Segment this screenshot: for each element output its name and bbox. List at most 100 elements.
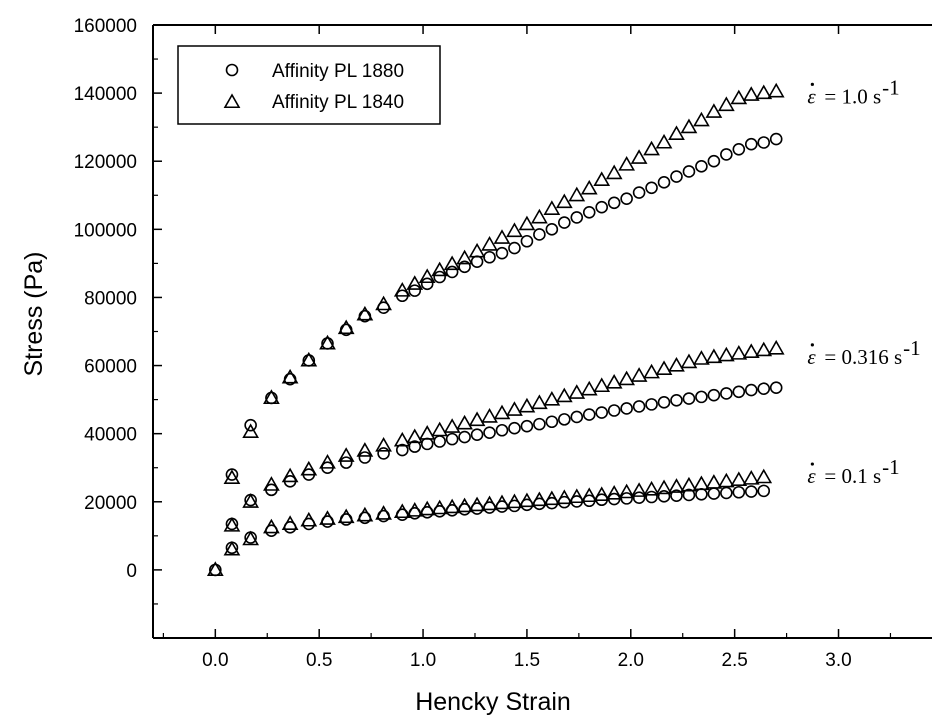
data-point	[470, 255, 484, 268]
data-point	[495, 423, 509, 437]
rate-annotation: ε = 1.0 s -1	[807, 75, 899, 108]
data-point	[456, 249, 473, 265]
epsilon-dot	[810, 343, 814, 347]
data-point	[225, 468, 239, 481]
data-point	[755, 341, 773, 357]
data-point	[456, 414, 473, 430]
data-point	[568, 488, 586, 504]
data-point	[300, 351, 318, 367]
data-point	[593, 377, 611, 393]
epsilon-dot-symbol: ε	[807, 464, 816, 488]
data-point	[742, 343, 760, 358]
data-point	[281, 515, 299, 530]
data-point	[670, 393, 683, 407]
data-point	[632, 491, 646, 504]
data-point	[645, 398, 658, 411]
data-point	[755, 84, 773, 100]
data-point	[508, 421, 521, 435]
data-point	[707, 487, 721, 500]
data-point	[481, 495, 498, 511]
data-point	[518, 492, 536, 508]
data-point	[620, 402, 633, 415]
rate-exponent: -1	[903, 336, 921, 360]
data-point	[755, 468, 773, 484]
data-point	[595, 200, 609, 214]
data-point	[655, 133, 673, 149]
rate-exponent: -1	[882, 75, 900, 99]
data-point	[643, 480, 660, 496]
data-point	[481, 408, 498, 423]
data-point	[593, 171, 611, 187]
data-point	[242, 530, 260, 546]
data-point	[545, 223, 559, 236]
epsilon-dot	[810, 82, 814, 86]
data-point	[242, 423, 260, 439]
data-point	[717, 96, 735, 112]
data-point	[518, 397, 536, 413]
data-point	[406, 428, 424, 444]
data-point	[655, 479, 673, 495]
data-point	[431, 261, 449, 277]
series-triangle-1.0	[206, 82, 785, 576]
data-point	[630, 149, 648, 164]
y-tick-label: 100000	[74, 220, 137, 241]
data-point	[720, 148, 733, 161]
data-point	[319, 510, 336, 525]
data-point	[356, 506, 374, 522]
data-point	[607, 404, 621, 417]
data-point	[605, 373, 623, 389]
data-point	[445, 265, 459, 279]
rate-annotation: ε = 0.1 s -1	[807, 455, 899, 488]
x-tick-label: 2.0	[618, 650, 644, 671]
data-point	[263, 476, 280, 491]
data-point	[744, 485, 758, 498]
data-point	[580, 487, 598, 503]
data-point	[670, 170, 683, 183]
data-point	[506, 401, 523, 416]
data-point	[769, 132, 783, 146]
data-point	[244, 418, 257, 432]
data-point	[456, 497, 473, 513]
data-point	[568, 384, 586, 399]
data-point	[580, 179, 598, 195]
data-point	[406, 275, 424, 290]
data-point	[730, 345, 748, 360]
data-point	[358, 451, 372, 464]
data-point	[543, 490, 561, 506]
y-tick-label: 140000	[74, 84, 137, 105]
data-point	[620, 492, 633, 505]
data-point	[668, 478, 685, 493]
data-point	[393, 503, 411, 519]
data-point	[468, 496, 486, 512]
data-point	[655, 360, 673, 376]
x-tick-label: 0.0	[202, 650, 228, 671]
data-point	[757, 136, 771, 149]
legend-label: Affinity PL 1840	[272, 92, 404, 113]
data-point	[508, 241, 521, 255]
data-point	[375, 436, 392, 452]
legend-box	[177, 45, 441, 125]
data-point	[443, 498, 461, 514]
series-circle-0.316	[225, 381, 783, 531]
y-tick-label: 40000	[84, 425, 137, 446]
data-point	[223, 517, 241, 532]
y-tick-label: 20000	[84, 493, 137, 514]
data-point	[593, 486, 611, 502]
data-point	[483, 250, 496, 264]
data-point	[356, 305, 374, 321]
data-point	[375, 505, 392, 520]
data-point	[445, 432, 459, 446]
series-triangle-0.316	[223, 339, 785, 532]
data-point	[543, 200, 561, 215]
data-point	[670, 489, 683, 502]
data-point	[555, 489, 573, 505]
epsilon-dot-symbol: ε	[807, 345, 816, 369]
data-point	[558, 413, 571, 426]
data-point	[555, 193, 573, 209]
data-point	[695, 390, 708, 404]
data-point	[618, 370, 636, 386]
rate-label: = 1.0 s	[824, 84, 881, 108]
data-point	[632, 186, 646, 199]
legend-marker-circle	[225, 63, 239, 77]
